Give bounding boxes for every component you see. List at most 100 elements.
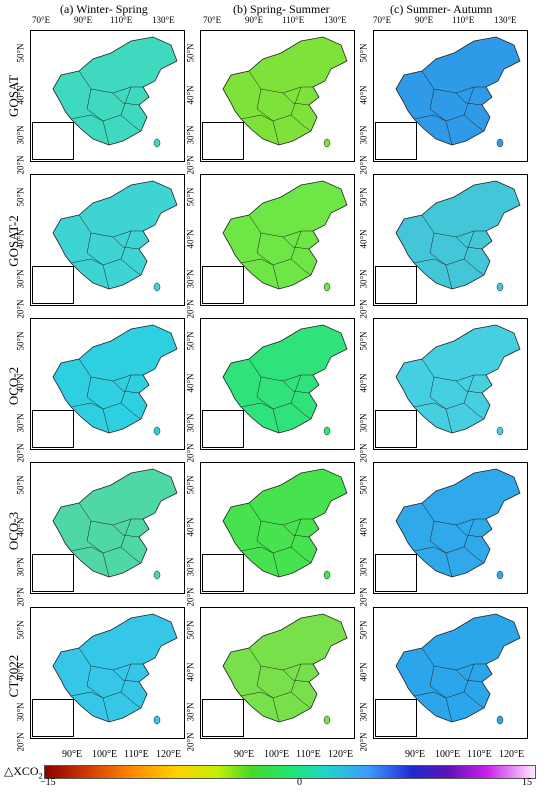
lat-tick: 50°N — [15, 475, 26, 495]
column-title-winter-spring: (a) Winter- Spring — [60, 2, 148, 16]
china-map — [52, 36, 178, 148]
south-china-sea-inset — [202, 699, 244, 737]
lat-tick: 40°N — [185, 229, 196, 249]
lat-tick: 50°N — [185, 187, 196, 207]
map-panel — [200, 318, 355, 450]
lat-tick: 40°N — [185, 373, 196, 393]
lat-tick: 20°N — [15, 587, 26, 607]
south-china-sea-inset — [32, 554, 74, 592]
map-panel — [200, 462, 355, 594]
lat-tick: 30°N — [358, 125, 369, 145]
lat-tick: 30°N — [185, 413, 196, 433]
top-tick: 130°E — [494, 15, 517, 25]
map-panel — [373, 462, 528, 594]
lat-tick: 20°N — [15, 443, 26, 463]
map-panel — [30, 318, 185, 450]
china-map — [222, 324, 348, 436]
south-china-sea-inset — [32, 699, 74, 737]
china-map — [222, 468, 348, 580]
bottom-tick: 120°E — [156, 749, 182, 760]
lat-tick: 50°N — [358, 620, 369, 640]
south-china-sea-inset — [202, 410, 244, 448]
lat-tick: 20°N — [185, 155, 196, 175]
lat-tick: 50°N — [185, 475, 196, 495]
lat-tick: 30°N — [15, 269, 26, 289]
lat-tick: 50°N — [358, 187, 369, 207]
map-panel — [200, 30, 355, 162]
lat-tick: 40°N — [15, 373, 26, 393]
lat-tick: 20°N — [185, 587, 196, 607]
column-title-spring-summer: (b) Spring- Summer — [233, 2, 330, 16]
lat-tick: 50°N — [358, 331, 369, 351]
lat-tick: 50°N — [358, 475, 369, 495]
top-tick: 110°E — [282, 15, 305, 25]
lat-tick: 40°N — [15, 517, 26, 537]
bottom-tick: 90°E — [405, 749, 426, 760]
lat-tick: 40°N — [15, 229, 26, 249]
lat-tick: 30°N — [358, 702, 369, 722]
south-china-sea-inset — [32, 410, 74, 448]
lat-tick: 20°N — [358, 732, 369, 752]
lat-tick: 50°N — [15, 620, 26, 640]
lat-tick: 30°N — [185, 702, 196, 722]
lat-tick: 30°N — [358, 557, 369, 577]
lat-tick: 20°N — [15, 299, 26, 319]
colorbar — [44, 765, 536, 779]
south-china-sea-inset — [375, 554, 417, 592]
south-china-sea-inset — [375, 699, 417, 737]
lat-tick: 40°N — [358, 662, 369, 682]
bottom-tick: 100°E — [92, 749, 118, 760]
lat-tick: 40°N — [185, 85, 196, 105]
china-map — [395, 324, 521, 436]
map-panel — [30, 174, 185, 306]
lat-tick: 40°N — [15, 85, 26, 105]
bottom-tick: 100°E — [264, 749, 290, 760]
south-china-sea-inset — [375, 122, 417, 160]
lat-tick: 20°N — [358, 155, 369, 175]
map-panel — [200, 174, 355, 306]
lat-tick: 30°N — [15, 413, 26, 433]
lat-tick: 20°N — [358, 299, 369, 319]
lat-tick: 40°N — [185, 517, 196, 537]
lat-tick: 30°N — [15, 557, 26, 577]
lat-tick: 20°N — [15, 155, 26, 175]
colorbar-max-label: 15 — [522, 777, 532, 788]
lat-tick: 30°N — [358, 269, 369, 289]
lat-tick: 40°N — [358, 85, 369, 105]
bottom-tick: 110°E — [296, 749, 321, 760]
column-title-summer-autumn: (c) Summer- Autumn — [390, 2, 493, 16]
south-china-sea-inset — [202, 122, 244, 160]
south-china-sea-inset — [202, 266, 244, 304]
colorbar-title-subscript: 2 — [38, 771, 43, 781]
china-map — [52, 468, 178, 580]
china-map — [222, 36, 348, 148]
bottom-tick: 120°E — [499, 749, 525, 760]
top-tick: 70°E — [32, 15, 51, 25]
lat-tick: 20°N — [358, 587, 369, 607]
china-map — [395, 36, 521, 148]
lat-tick: 20°N — [185, 732, 196, 752]
lat-tick: 20°N — [358, 443, 369, 463]
lat-tick: 50°N — [358, 43, 369, 63]
top-tick: 130°E — [152, 15, 175, 25]
top-tick: 90°E — [415, 15, 434, 25]
colorbar-title: △XCO2 — [4, 764, 43, 780]
china-map — [395, 613, 521, 725]
lat-tick: 30°N — [358, 413, 369, 433]
south-china-sea-inset — [375, 266, 417, 304]
lat-tick: 20°N — [185, 443, 196, 463]
lat-tick: 20°N — [185, 299, 196, 319]
top-tick: 110°E — [110, 15, 133, 25]
bottom-tick: 100°E — [435, 749, 461, 760]
lat-tick: 50°N — [185, 43, 196, 63]
map-panel — [30, 30, 185, 162]
lat-tick: 30°N — [15, 702, 26, 722]
map-panel — [373, 607, 528, 739]
china-map — [395, 180, 521, 292]
map-panel — [373, 174, 528, 306]
bottom-tick: 120°E — [328, 749, 354, 760]
lat-tick: 30°N — [185, 125, 196, 145]
lat-tick: 30°N — [15, 125, 26, 145]
colorbar-min-label: −15 — [40, 777, 56, 788]
map-panel — [30, 607, 185, 739]
